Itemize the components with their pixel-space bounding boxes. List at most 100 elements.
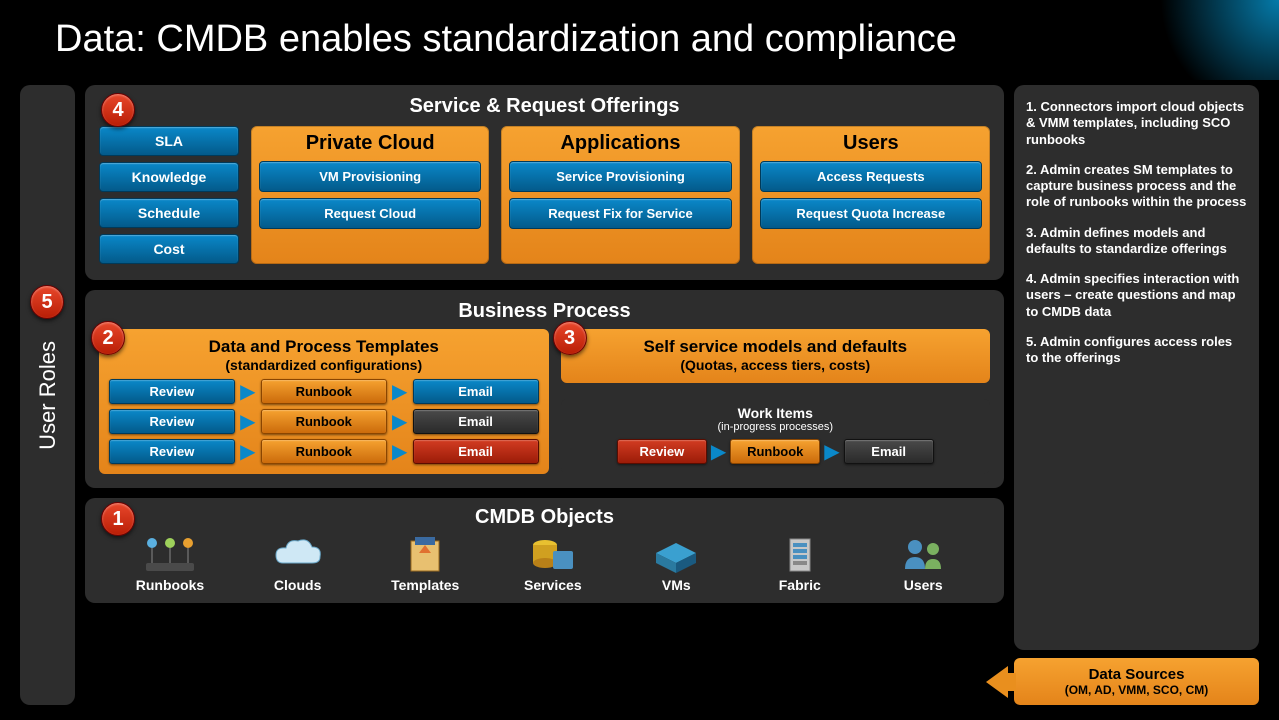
chip-review: Review <box>617 439 707 464</box>
chip-email: Email <box>844 439 934 464</box>
cmdb-label: Services <box>524 577 582 593</box>
badge-5: 5 <box>30 285 64 319</box>
user-roles-panel: 5 User Roles <box>20 85 75 705</box>
flow-grid: Review ▶ Runbook ▶ Email Review ▶ Runboo… <box>109 379 539 464</box>
chip-runbook: Runbook <box>261 409 387 434</box>
work-items-row: Review ▶ Runbook ▶ Email <box>569 439 983 464</box>
selfservice-card: 3 Self service models and defaults (Quot… <box>561 329 991 383</box>
card-title: Applications <box>509 132 731 155</box>
work-items-sub: (in-progress processes) <box>569 421 983 433</box>
arrow-icon: ▶ <box>389 439 411 464</box>
offerings-panel: 4 Service & Request Offerings SLA Knowle… <box>85 85 1004 280</box>
templates-title: Data and Process Templates <box>109 337 539 357</box>
arrow-icon: ▶ <box>824 439 839 464</box>
cmdb-label: VMs <box>662 577 691 593</box>
main-layout: 5 User Roles 4 Service & Request Offerin… <box>20 85 1259 705</box>
card-item: Service Provisioning <box>509 161 731 192</box>
templates-icon <box>395 533 455 575</box>
runbooks-icon <box>140 533 200 575</box>
card-title: Users <box>760 132 982 155</box>
note-3: 3. Admin defines models and defaults to … <box>1026 225 1247 258</box>
cmdb-item-users: Users <box>893 533 953 593</box>
chip-email: Email <box>413 409 539 434</box>
user-roles-label: User Roles <box>35 341 61 450</box>
cmdb-item-templates: Templates <box>391 533 459 593</box>
badge-2: 2 <box>91 321 125 355</box>
cmdb-title: CMDB Objects <box>99 506 990 529</box>
business-panel: Business Process 2 Data and Process Temp… <box>85 290 1004 488</box>
arrow-icon: ▶ <box>237 439 259 464</box>
cmdb-label: Fabric <box>779 577 821 593</box>
cmdb-label: Users <box>904 577 943 593</box>
center-column: 4 Service & Request Offerings SLA Knowle… <box>85 85 1004 705</box>
templates-card: 2 Data and Process Templates (standardiz… <box>99 329 549 474</box>
chip-runbook: Runbook <box>261 379 387 404</box>
card-item: Request Cloud <box>259 198 481 229</box>
cmdb-item-services: Services <box>523 533 583 593</box>
cmdb-row: Runbooks Clouds Templates <box>99 533 990 593</box>
data-sources-panel: Data Sources (OM, AD, VMM, SCO, CM) <box>1014 658 1259 705</box>
chip-review: Review <box>109 439 235 464</box>
work-items-title: Work Items <box>569 405 983 421</box>
chip-email: Email <box>413 379 539 404</box>
cmdb-item-runbooks: Runbooks <box>136 533 204 593</box>
pill-knowledge: Knowledge <box>99 162 239 192</box>
arrow-icon: ▶ <box>389 379 411 404</box>
work-items-card: Work Items (in-progress processes) Revie… <box>561 399 991 474</box>
vms-icon <box>646 533 706 575</box>
arrow-icon: ▶ <box>237 409 259 434</box>
right-column: 1. Connectors import cloud objects & VMM… <box>1014 85 1259 705</box>
business-title: Business Process <box>99 300 990 323</box>
data-sources-title: Data Sources <box>1020 666 1253 683</box>
chip-review: Review <box>109 409 235 434</box>
cmdb-item-clouds: Clouds <box>268 533 328 593</box>
users-icon <box>893 533 953 575</box>
chip-email: Email <box>413 439 539 464</box>
pill-schedule: Schedule <box>99 198 239 228</box>
badge-1: 1 <box>101 502 135 536</box>
chip-runbook: Runbook <box>261 439 387 464</box>
clouds-icon <box>268 533 328 575</box>
notes-panel: 1. Connectors import cloud objects & VMM… <box>1014 85 1259 650</box>
fabric-icon <box>770 533 830 575</box>
cmdb-item-vms: VMs <box>646 533 706 593</box>
corner-decoration <box>1099 0 1279 80</box>
note-4: 4. Admin specifies interaction with user… <box>1026 271 1247 320</box>
card-title: Private Cloud <box>259 132 481 155</box>
arrow-icon: ▶ <box>389 409 411 434</box>
card-item: Request Quota Increase <box>760 198 982 229</box>
cmdb-item-fabric: Fabric <box>770 533 830 593</box>
note-5: 5. Admin configures access roles to the … <box>1026 334 1247 367</box>
templates-sub: (standardized configurations) <box>109 357 539 373</box>
business-right-col: 3 Self service models and defaults (Quot… <box>561 329 991 474</box>
note-2: 2. Admin creates SM templates to capture… <box>1026 162 1247 211</box>
business-row: 2 Data and Process Templates (standardiz… <box>99 329 990 474</box>
pill-cost: Cost <box>99 234 239 264</box>
badge-3: 3 <box>553 321 587 355</box>
offerings-title: Service & Request Offerings <box>99 95 990 118</box>
arrow-icon: ▶ <box>237 379 259 404</box>
card-applications: Applications Service Provisioning Reques… <box>501 126 739 264</box>
chip-review: Review <box>109 379 235 404</box>
card-users: Users Access Requests Request Quota Incr… <box>752 126 990 264</box>
slide-title: Data: CMDB enables standardization and c… <box>0 0 1279 61</box>
badge-4: 4 <box>101 93 135 127</box>
offerings-pill-column: SLA Knowledge Schedule Cost <box>99 126 239 264</box>
services-icon <box>523 533 583 575</box>
selfservice-title: Self service models and defaults <box>571 337 981 357</box>
cmdb-panel: 1 CMDB Objects Runbooks Clouds <box>85 498 1004 603</box>
data-sources-sub: (OM, AD, VMM, SCO, CM) <box>1020 683 1253 697</box>
card-item: Request Fix for Service <box>509 198 731 229</box>
note-1: 1. Connectors import cloud objects & VMM… <box>1026 99 1247 148</box>
pill-sla: SLA <box>99 126 239 156</box>
cmdb-label: Clouds <box>274 577 321 593</box>
offerings-row: SLA Knowledge Schedule Cost Private Clou… <box>99 126 990 264</box>
arrow-icon: ▶ <box>711 439 726 464</box>
card-item: VM Provisioning <box>259 161 481 192</box>
cmdb-label: Runbooks <box>136 577 204 593</box>
chip-runbook: Runbook <box>730 439 820 464</box>
cmdb-label: Templates <box>391 577 459 593</box>
selfservice-sub: (Quotas, access tiers, costs) <box>571 357 981 373</box>
arrow-left-icon <box>986 666 1008 698</box>
card-private-cloud: Private Cloud VM Provisioning Request Cl… <box>251 126 489 264</box>
